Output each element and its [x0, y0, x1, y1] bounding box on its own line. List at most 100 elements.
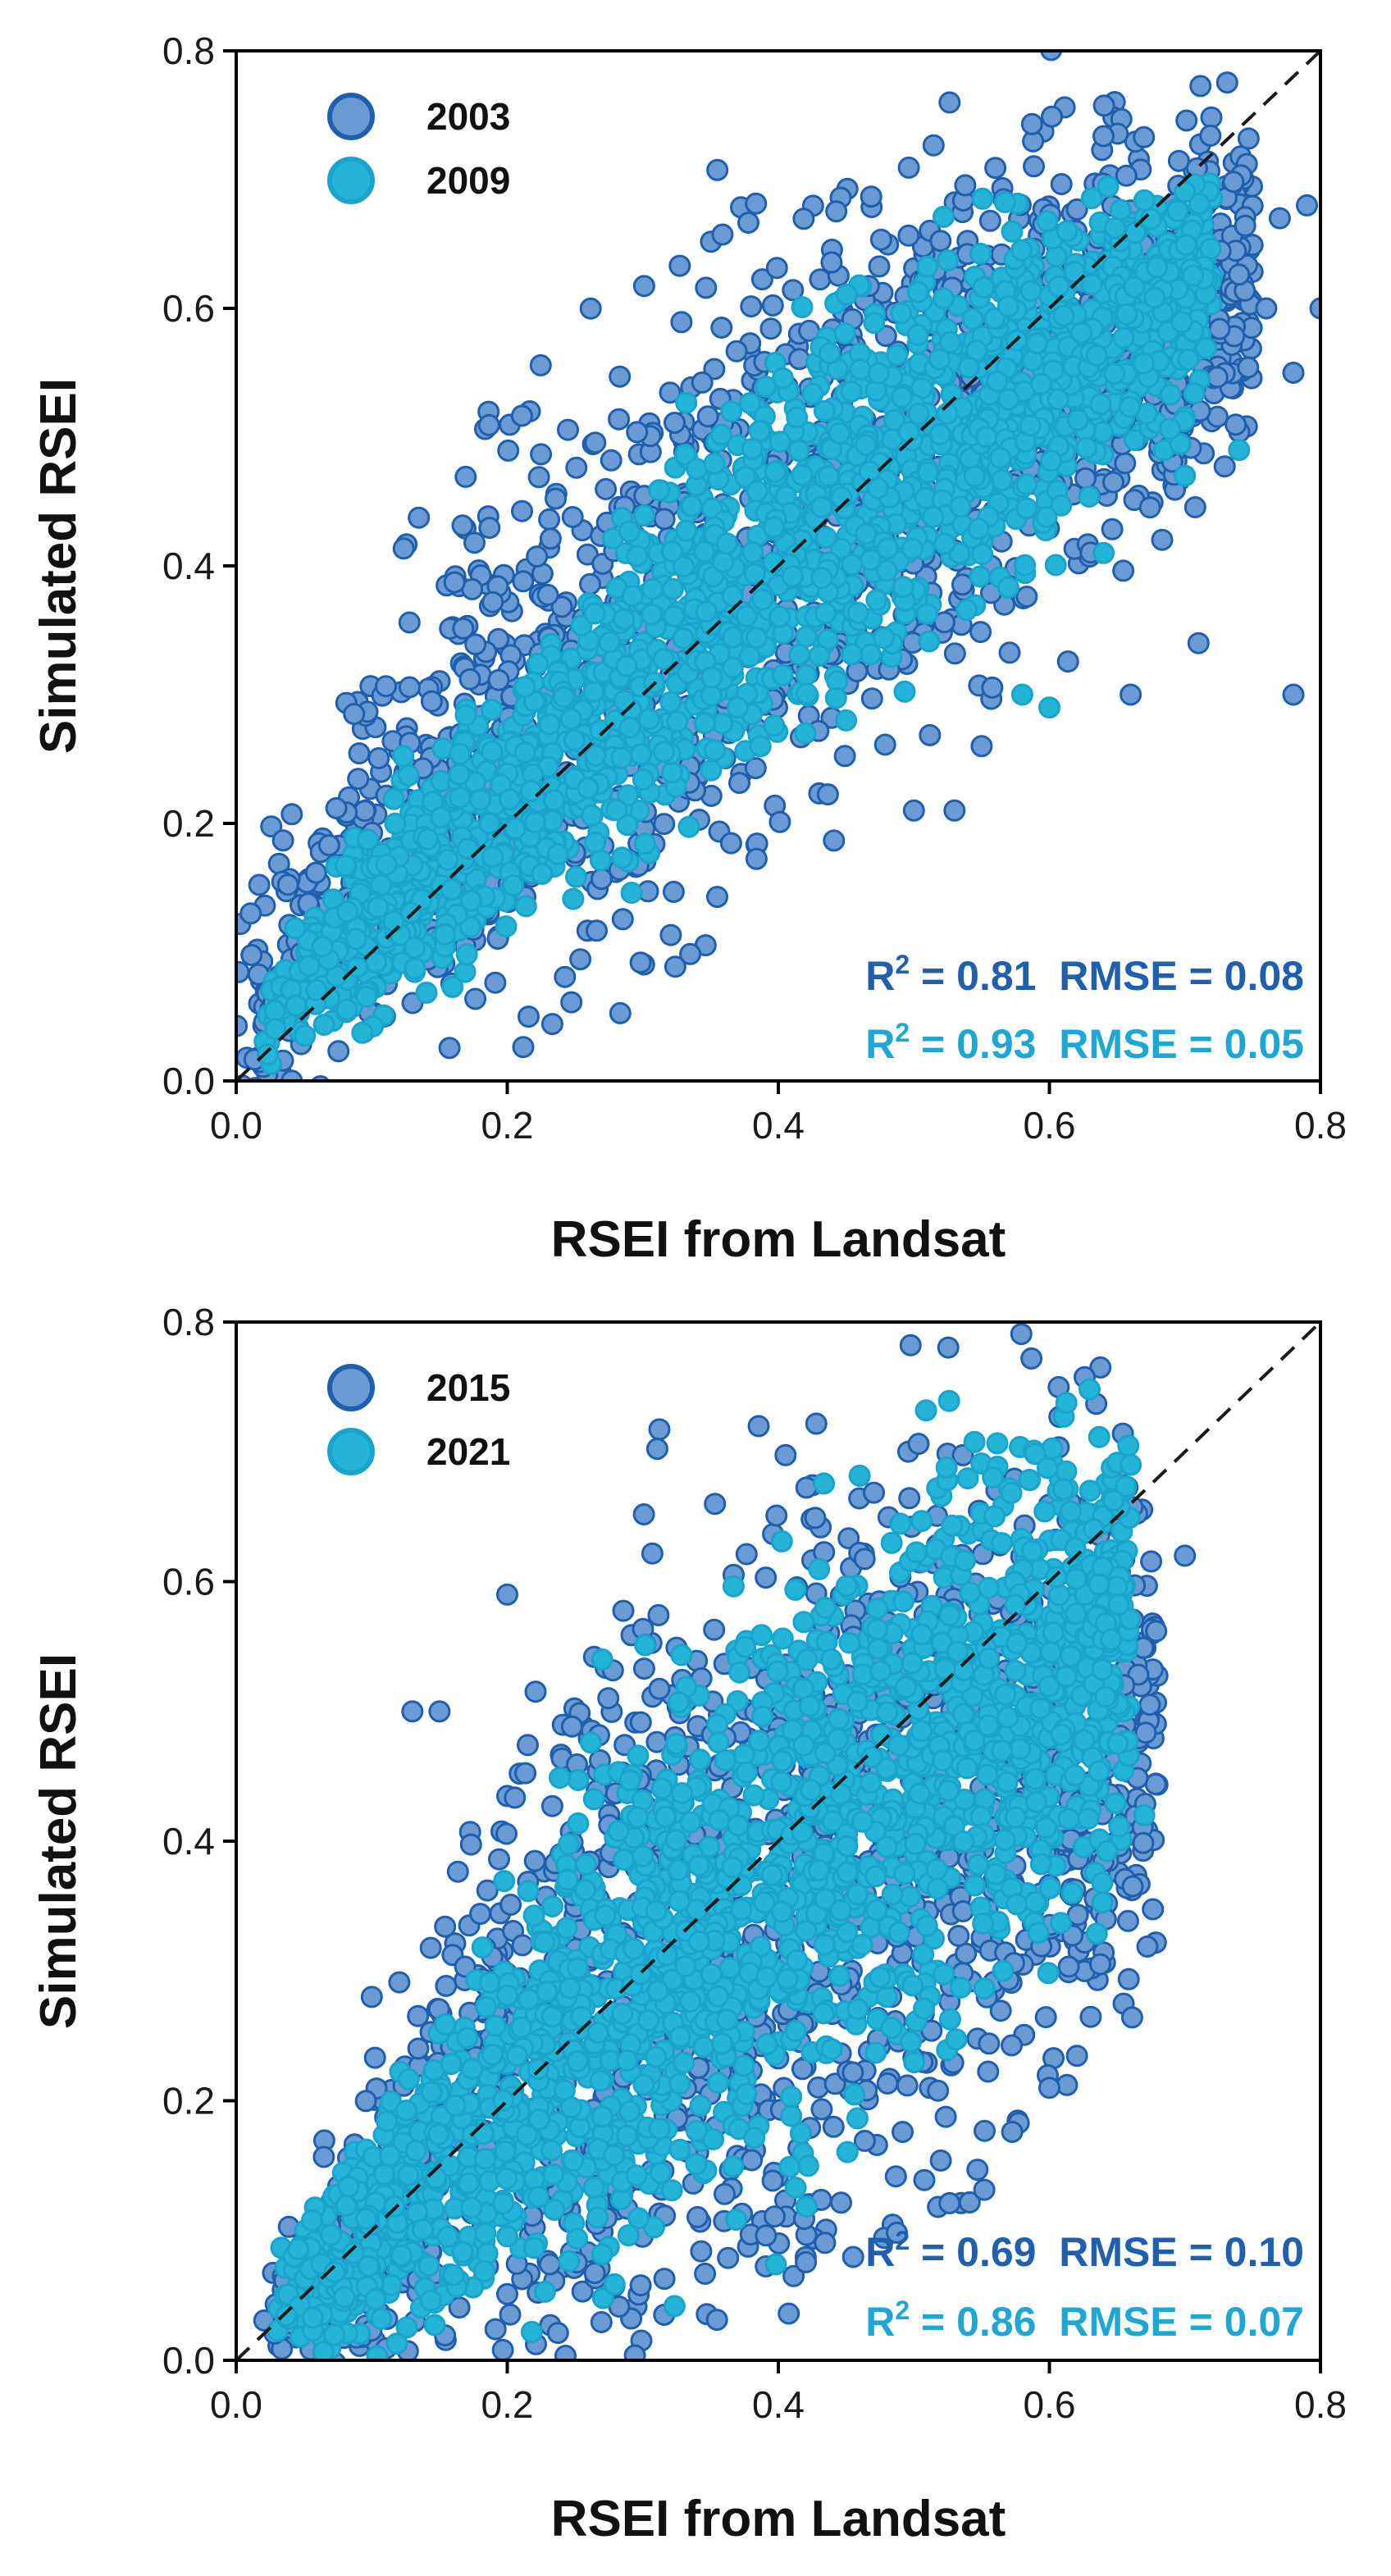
- point-2015: [913, 2168, 936, 2191]
- point-2009: [1010, 239, 1033, 262]
- point-2009: [897, 421, 920, 444]
- point-2009: [285, 994, 308, 1017]
- point-2009: [738, 392, 761, 415]
- point-2003: [1234, 214, 1256, 237]
- point-2015: [491, 2338, 514, 2360]
- point-2009: [835, 283, 858, 306]
- point-2015: [1001, 2034, 1023, 2057]
- point-2009: [1075, 436, 1098, 459]
- point-2003: [545, 487, 567, 510]
- point-2009: [875, 559, 898, 582]
- point-2003: [1040, 51, 1063, 62]
- point-2009: [808, 645, 831, 667]
- point-2015: [597, 1687, 620, 1710]
- point-2003: [725, 340, 748, 362]
- point-2009: [700, 666, 723, 689]
- point-2009: [814, 527, 837, 549]
- point-2015: [388, 1971, 411, 1994]
- point-2009: [577, 777, 600, 800]
- point-2003: [1023, 155, 1045, 178]
- point-2003: [750, 268, 773, 291]
- point-2003: [557, 418, 579, 441]
- x-axis-label: RSEI from Landsat: [551, 1211, 1006, 1268]
- point-2009: [1056, 220, 1079, 243]
- stat-r: R: [865, 1021, 895, 1067]
- point-2009: [1183, 382, 1206, 405]
- point-2009: [1070, 321, 1092, 344]
- point-2003: [943, 642, 966, 665]
- point-2009: [672, 627, 695, 650]
- point-2009: [967, 517, 990, 540]
- point-2003: [951, 573, 974, 596]
- point-2009: [598, 631, 621, 654]
- point-2003: [970, 735, 993, 758]
- point-2009: [1123, 276, 1146, 299]
- point-2009: [397, 764, 420, 786]
- point-2015: [540, 1794, 563, 1817]
- point-2003: [579, 572, 601, 595]
- point-2015: [705, 2309, 728, 2332]
- point-2015: [765, 1504, 788, 1527]
- point-2009: [788, 643, 811, 666]
- point-2009: [1036, 210, 1059, 233]
- point-2003: [768, 810, 791, 833]
- point-2009: [986, 370, 1009, 393]
- point-2009: [865, 589, 888, 611]
- point-2003: [487, 668, 510, 691]
- point-2009: [916, 461, 939, 484]
- point-2003: [481, 590, 504, 613]
- point-2003: [526, 545, 549, 568]
- point-2009: [531, 863, 554, 885]
- point-2003: [653, 813, 676, 836]
- point-2003: [236, 960, 250, 983]
- legend-label-2009: 2009: [426, 159, 510, 202]
- point-2009: [963, 465, 986, 488]
- point-2009: [1040, 449, 1062, 472]
- point-2009: [787, 440, 810, 463]
- point-2009: [833, 321, 856, 344]
- point-2009: [735, 604, 758, 627]
- point-2009: [741, 540, 764, 563]
- point-2003: [897, 156, 920, 179]
- point-2003: [1206, 366, 1229, 389]
- point-2009: [433, 923, 456, 946]
- point-2003: [398, 676, 421, 699]
- point-2003: [1199, 124, 1222, 147]
- point-2003: [1101, 517, 1124, 540]
- point-2015: [517, 1734, 539, 1757]
- point-2015: [977, 2060, 1000, 2083]
- point-2009: [712, 550, 735, 573]
- y-tick-label: 0.4: [162, 545, 215, 587]
- point-2009: [652, 741, 675, 764]
- point-2003: [969, 621, 992, 644]
- point-2015: [764, 2205, 786, 2228]
- point-2009: [969, 243, 992, 265]
- point-2015: [978, 2032, 1001, 2055]
- point-2015: [1065, 2045, 1088, 2068]
- point-2009: [957, 356, 980, 379]
- point-2015: [1034, 2006, 1057, 2029]
- point-2009: [641, 577, 664, 600]
- point-2009: [559, 708, 582, 731]
- point-2003: [706, 158, 729, 181]
- point-2009: [751, 588, 774, 611]
- point-2015: [853, 2129, 876, 2152]
- point-2009: [795, 663, 818, 686]
- point-2009: [813, 399, 836, 422]
- point-2003: [584, 431, 607, 454]
- point-2009: [632, 768, 654, 791]
- point-2003: [922, 134, 945, 157]
- point-2003: [590, 868, 613, 891]
- point-2015: [830, 2191, 852, 2214]
- point-2009: [454, 704, 477, 727]
- point-2009: [440, 878, 463, 901]
- point-2009: [863, 312, 886, 335]
- point-2009: [1159, 383, 1182, 406]
- point-2009: [794, 722, 817, 745]
- point-2009: [1143, 286, 1166, 309]
- point-2003: [938, 91, 961, 114]
- point-2003: [536, 583, 559, 606]
- point-2009: [840, 381, 863, 403]
- point-2009: [763, 714, 786, 737]
- point-2009: [1174, 234, 1197, 257]
